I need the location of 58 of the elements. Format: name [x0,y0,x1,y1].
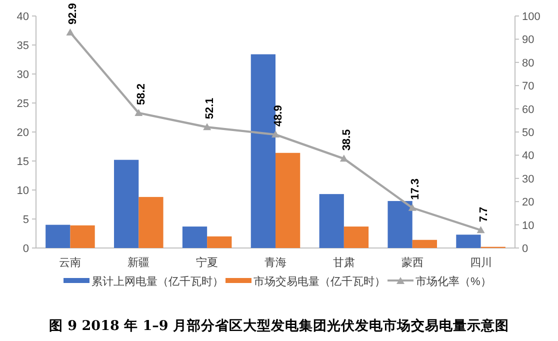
y-tick-label: 0 [22,243,29,255]
y2-tick-label: 60 [522,104,534,116]
legend-label: 市场交易电量（亿千瓦时） [254,275,386,288]
data-label: 38.5 [340,129,353,151]
legend-label: 市场化率（%） [416,275,492,288]
bar [319,194,344,248]
y2-tick-label: 10 [522,220,534,232]
point [340,154,348,162]
bar [388,201,412,248]
bar [276,152,300,248]
bar [70,225,95,248]
bar [412,240,437,248]
y-tick-label: 5 [22,214,29,226]
bar [344,226,369,248]
bar [46,224,70,248]
point [66,28,74,36]
y2-tick-label: 30 [522,173,534,186]
y-tick-label: 20 [16,127,29,139]
x-tick-label: 四川 [470,256,492,269]
y-tick-label: 10 [16,185,29,197]
data-label: 17.3 [409,178,422,200]
bar [207,236,232,248]
y-tick-label: 25 [16,98,29,110]
y-tick-label: 15 [16,156,29,168]
bar [138,196,164,248]
y-tick-label: 40 [16,11,29,23]
x-tick-label: 蒙西 [401,256,424,269]
text: 图 9 2018 年 1–9 月部分省区大型发电集团光伏发电市场交易电量示意图 [48,317,510,334]
x-tick-label: 甘肃 [332,256,355,269]
data-label: 92.9 [67,3,80,24]
x-tick-label: 宁夏 [196,256,218,269]
y2-tick-label: 90 [522,34,534,46]
legend-label: 累计上网电量（亿千瓦时） [92,275,224,288]
point [476,226,485,234]
x-tick-label: 青海 [264,256,286,269]
point [272,130,280,138]
data-label: 7.7 [478,206,490,222]
x-tick-label: 云南 [59,256,82,269]
data-label: 48.9 [272,105,284,127]
point [408,204,416,211]
y2-tick-label: 70 [522,80,534,93]
bar [456,234,481,248]
bar [114,160,139,248]
y2-tick-label: 20 [522,196,534,209]
bar [250,54,276,248]
y2-tick-label: 50 [522,127,534,139]
y-tick-label: 35 [16,40,29,52]
y-tick-label: 30 [16,69,29,81]
data-label: 52.1 [204,98,216,120]
point [134,108,143,116]
bar [182,226,208,248]
y2-tick-label: 0 [522,243,528,255]
y2-tick-label: 40 [522,150,534,162]
x-tick-label: 新疆 [128,256,150,269]
y2-tick-label: 100 [522,11,540,23]
data-label: 58.2 [136,84,148,105]
y2-tick-label: 80 [522,57,534,70]
point [203,123,212,130]
